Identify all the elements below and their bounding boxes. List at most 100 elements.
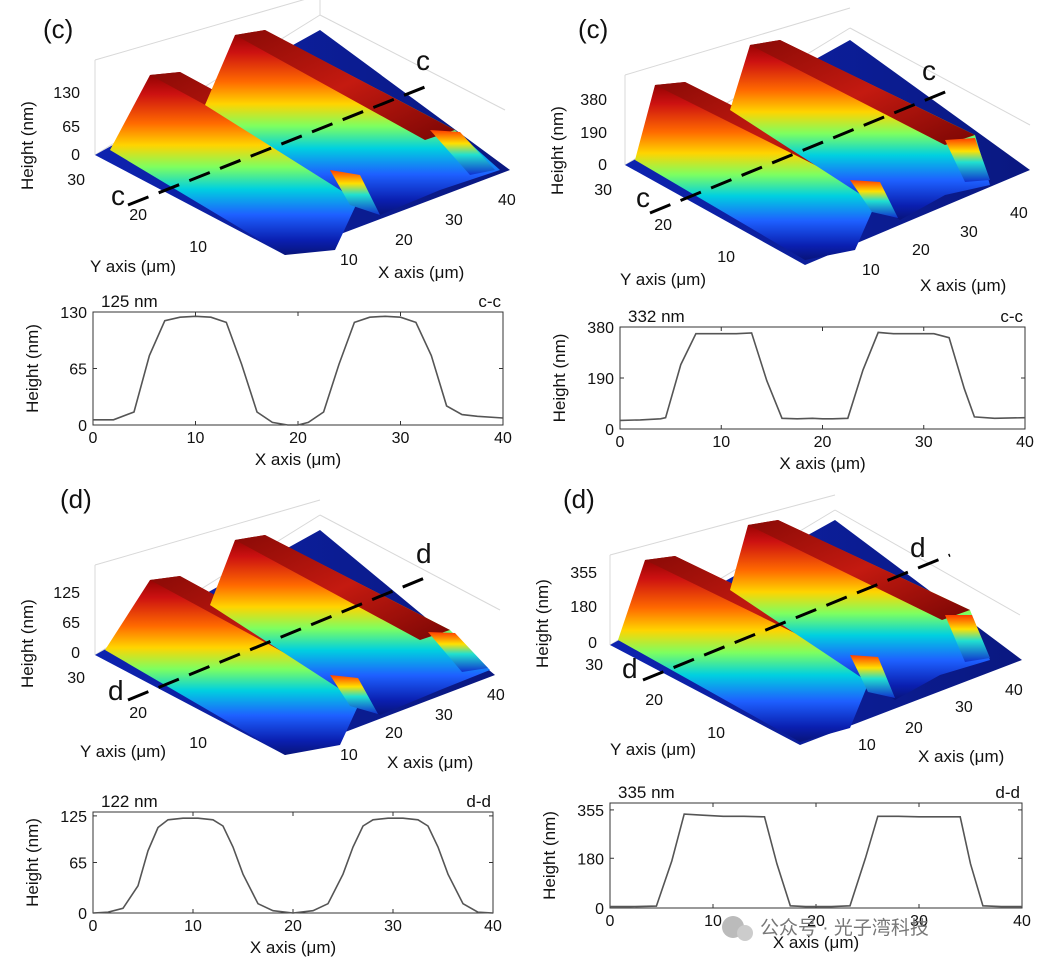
- y-tick-label: 65: [69, 856, 87, 873]
- section-mark-end: c: [416, 45, 430, 76]
- x-axis-label: X axis (μm): [387, 753, 473, 772]
- z-axis-label: Height (nm): [548, 106, 567, 195]
- surface-ridge-1: [105, 576, 370, 755]
- x-tick: 10: [340, 252, 358, 269]
- y-tick: 20: [654, 217, 672, 234]
- x-tick-label: 20: [289, 430, 307, 447]
- z-tick: 130: [53, 85, 80, 102]
- section-mark-start: c: [111, 180, 125, 211]
- height-annotation: 335 nm: [618, 783, 675, 802]
- x-axis-label: X axis (μm): [920, 276, 1006, 295]
- y-tick-label: 65: [69, 362, 87, 379]
- surface-ridge-2-end: [945, 615, 990, 662]
- surface-ridge-2-end: [430, 130, 495, 175]
- x-tick: 20: [912, 242, 930, 259]
- surface-ridge-1: [635, 82, 885, 260]
- x-tick-label: 10: [187, 430, 205, 447]
- height-annotation: 332 nm: [628, 307, 685, 326]
- surface-ridge-2-end: [428, 632, 488, 672]
- profile-line: [610, 813, 1022, 908]
- y-tick: 30: [594, 182, 612, 199]
- x-axis-label: X axis (μm): [250, 938, 336, 957]
- x-tick-label: 20: [284, 918, 302, 935]
- section-annotation: d-d: [995, 783, 1020, 802]
- surface-ridge-2: [205, 30, 500, 215]
- section-mark-start: d: [622, 653, 638, 684]
- y-tick: 10: [189, 239, 207, 256]
- x-tick-label: 40: [484, 918, 502, 935]
- panel-label: (c): [578, 14, 608, 44]
- x-tick-label: 10: [704, 913, 722, 930]
- x-tick-label: 10: [712, 434, 730, 451]
- section-mark-start: d: [108, 675, 124, 706]
- y-tick: 20: [645, 692, 663, 709]
- surface-ridge-2: [730, 40, 990, 220]
- x-tick: 20: [395, 232, 413, 249]
- panel-label: (c): [43, 14, 73, 44]
- y-axis-label: Height (nm): [23, 818, 42, 907]
- section-line: [127, 83, 431, 207]
- section-annotation: d-d: [466, 792, 491, 811]
- x-tick-label: 0: [616, 434, 625, 451]
- section-mark-end: d: [910, 532, 926, 563]
- surface-ridge-2-top: [235, 30, 455, 140]
- surface-ridge-2-top: [748, 520, 970, 620]
- x-tick-label: 30: [910, 913, 928, 930]
- height-annotation: 125 nm: [101, 292, 158, 311]
- y-tick: 30: [67, 172, 85, 189]
- surface-plot-c-left: (c) c c 130 65 0 Height (nm) 30 20 10 Y: [18, 0, 516, 282]
- x-tick: 10: [340, 747, 358, 764]
- y-axis-label: Y axis (μm): [610, 740, 696, 759]
- z-tick: 0: [71, 645, 80, 662]
- surface-ridge-2-top: [235, 535, 450, 640]
- y-tick-label: 125: [60, 809, 87, 826]
- x-tick-label: 30: [915, 434, 933, 451]
- plot-frame: [92, 311, 504, 426]
- y-tick: 10: [707, 725, 725, 742]
- x-tick: 30: [445, 212, 463, 229]
- profile-chart-c-left: 0 10 20 30 40 0 65 130 X axis (μm) Height (nm) 125…: [23, 292, 512, 469]
- section-mark-end: d: [416, 538, 432, 569]
- surface-plot-c-right: (c) c c 380 190 0 Height (nm) 30 20 10 Y…: [548, 7, 1031, 295]
- profile-line: [93, 315, 504, 426]
- section-annotation: c-c: [1000, 307, 1023, 326]
- plot-frame: [92, 811, 494, 914]
- x-tick-label: 40: [1016, 434, 1034, 451]
- profile-line: [619, 331, 1026, 422]
- surface-plot-d-left: (d) d d 125 65 0 Height (nm) 30 20 10 Y …: [18, 484, 505, 772]
- panel-label: (d): [60, 484, 92, 514]
- surface-ridge-1-end: [850, 655, 895, 698]
- surface-ridge-2: [210, 535, 490, 715]
- y-tick-label: 190: [587, 371, 614, 388]
- profile-line: [92, 817, 494, 914]
- y-tick-label: 0: [595, 901, 604, 918]
- section-mark-end: c: [922, 55, 936, 86]
- x-axis-label: X axis (μm): [773, 933, 859, 952]
- x-tick-label: 40: [1013, 913, 1031, 930]
- y-tick-label: 380: [587, 320, 614, 337]
- surface-ridge-2-top: [750, 40, 975, 145]
- profile-chart-d-left: 0 10 20 30 40 0 65 125 X axis (μm) Height (nm) 122…: [23, 792, 502, 957]
- y-tick-label: 130: [60, 305, 87, 322]
- y-axis-label: Y axis (μm): [80, 742, 166, 761]
- y-tick-label: 0: [78, 418, 87, 435]
- y-axis-label: Y axis (μm): [620, 270, 706, 289]
- z-axis-label: Height (nm): [533, 579, 552, 668]
- x-tick: 40: [1010, 205, 1028, 222]
- plot-frame: [619, 326, 1026, 430]
- y-tick-label: 355: [577, 803, 604, 820]
- z-tick: 125: [53, 585, 80, 602]
- x-tick-label: 10: [184, 918, 202, 935]
- surface-ridge-1-end: [330, 170, 380, 215]
- y-tick: 20: [129, 207, 147, 224]
- x-tick: 40: [1005, 682, 1023, 699]
- x-tick-label: 30: [384, 918, 402, 935]
- x-axis-label: X axis (μm): [255, 450, 341, 469]
- z-tick: 0: [588, 635, 597, 652]
- section-annotation: c-c: [478, 292, 501, 311]
- surface-ridge-2-end: [945, 138, 990, 182]
- x-tick: 10: [862, 262, 880, 279]
- x-axis-label: X axis (μm): [779, 454, 865, 473]
- z-tick: 65: [62, 615, 80, 632]
